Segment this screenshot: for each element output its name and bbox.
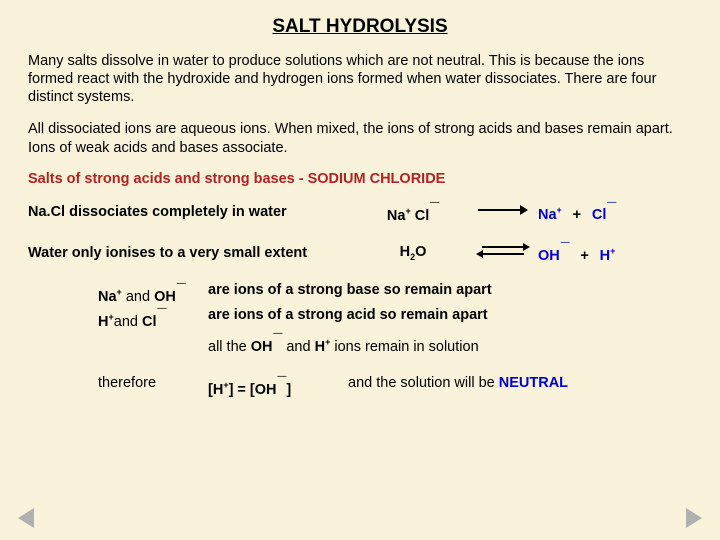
plus-sign: + (566, 207, 588, 223)
ion-pair-row-3: all the OH¯ and H+ ions remain in soluti… (28, 332, 692, 355)
p3-pre: all the (208, 339, 251, 355)
p2-b: Cl (142, 314, 157, 330)
eq1-right-b: Cl (592, 207, 607, 223)
conclusion-row: therefore [H+] = [OH¯] and the solution … (28, 375, 692, 398)
eq2-right-b-sup: + (610, 246, 615, 256)
p2-mid: and (114, 314, 142, 330)
eq2-right-b: H (600, 248, 610, 264)
pair-3-text: all the OH¯ and H+ ions remain in soluti… (208, 332, 692, 355)
eq2-left-b: O (415, 244, 426, 260)
fr-a: and the solution will be (348, 375, 499, 391)
fe-m: ] = [OH (229, 382, 277, 398)
p1-mid: and (122, 289, 154, 305)
p3-a: OH (251, 339, 273, 355)
p1-bs: ¯ (177, 282, 186, 299)
next-slide-icon[interactable] (686, 508, 702, 528)
forward-arrow-icon (468, 203, 538, 221)
pair-2-exp: are ions of a strong acid so remain apar… (208, 307, 692, 330)
p3-mid: and (282, 339, 314, 355)
therefore-label: therefore (98, 375, 208, 398)
equation-2-reactant: H2O (358, 244, 468, 262)
p3-post: ions remain in solution (330, 339, 478, 355)
plus-sign-2: + (574, 248, 596, 264)
eq1-left-a: Na (387, 207, 406, 223)
fr-b: NEUTRAL (499, 375, 568, 391)
p1-a: Na (98, 289, 117, 305)
p3-as: ¯ (273, 332, 282, 349)
page-title: SALT HYDROLYSIS (28, 16, 692, 38)
pair-1-exp: are ions of a strong base so remain apar… (208, 282, 692, 305)
pair-2-ions: H+and Cl¯ (98, 307, 208, 330)
intro-paragraph-1: Many salts dissolve in water to produce … (28, 52, 692, 106)
p2-a: H (98, 314, 108, 330)
prev-slide-icon[interactable] (18, 508, 34, 528)
equation-2-product: OH¯ + H+ (538, 241, 708, 264)
equation-row-1: Na.Cl dissociates completely in water Na… (28, 201, 692, 224)
eq2-right-a-sup: ¯ (561, 241, 570, 258)
p1-b: OH (154, 289, 176, 305)
pair-1-ions: Na+ and OH¯ (98, 282, 208, 305)
equation-1-reactant: Na+ Cl¯ (358, 201, 468, 224)
equation-1-desc: Na.Cl dissociates completely in water (28, 204, 358, 220)
final-equation: [H+] = [OH¯] (208, 375, 348, 398)
equation-1-product: Na+ + Cl¯ (538, 201, 708, 224)
eq2-left-a: H (400, 244, 410, 260)
intro-paragraph-2: All dissociated ions are aqueous ions. W… (28, 120, 692, 156)
eq2-right-a: OH (538, 248, 560, 264)
equation-row-2: Water only ionises to a very small exten… (28, 241, 692, 264)
final-result: and the solution will be NEUTRAL (348, 375, 692, 398)
fe-r: ] (286, 382, 291, 398)
ion-pair-row-2: H+and Cl¯ are ions of a strong acid so r… (28, 307, 692, 330)
eq1-right-a: Na (538, 207, 557, 223)
p3-b: H (315, 339, 325, 355)
ion-pair-row-1: Na+ and OH¯ are ions of a strong base so… (28, 282, 692, 305)
eq1-left-b: Cl (415, 207, 430, 223)
ion-pairs-block: Na+ and OH¯ are ions of a strong base so… (28, 282, 692, 354)
equation-2-desc: Water only ionises to a very small exten… (28, 245, 358, 261)
eq1-left-b-sup: ¯ (430, 201, 439, 218)
section-heading: Salts of strong acids and strong bases -… (28, 171, 692, 187)
eq1-right-a-sup: + (557, 206, 562, 216)
fe-l: [H (208, 382, 223, 398)
eq1-right-b-sup: ¯ (607, 201, 616, 218)
p2-bs: ¯ (157, 307, 166, 324)
eq1-left-a-sup: + (405, 206, 410, 216)
equilibrium-arrow-icon (468, 242, 538, 264)
